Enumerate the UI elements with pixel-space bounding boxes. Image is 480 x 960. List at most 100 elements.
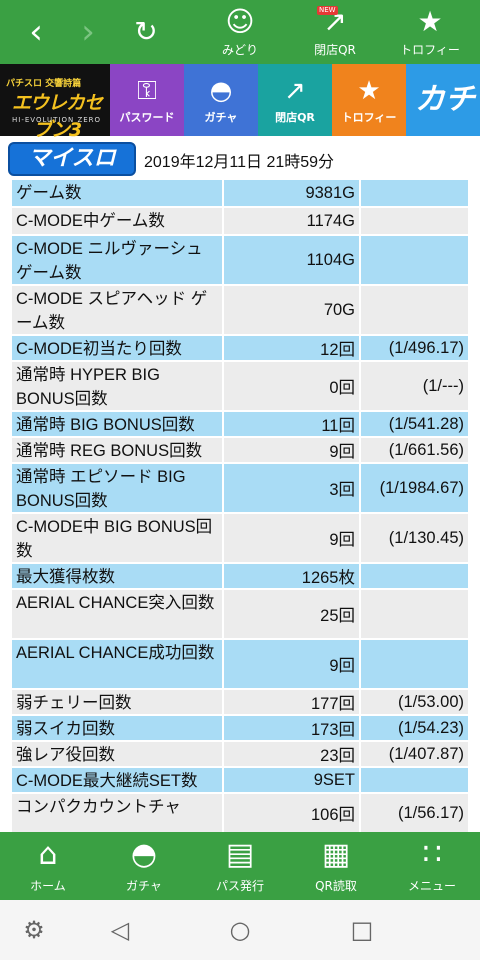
closing-qr-button[interactable]: NEW ↗ 閉店QR (295, 2, 375, 62)
logo-main-text: エウレカセブン3 (11, 92, 103, 141)
table-row: C-MODE中ゲーム数 1174G (12, 208, 468, 236)
chart-up-icon: ↗ (284, 76, 306, 106)
stat-value: 9回 (224, 640, 359, 688)
stat-name: 弱スイカ回数 (12, 716, 222, 740)
table-row: 通常時 REG BONUS回数 9回 (1/661.56) (12, 438, 468, 464)
stat-rate (361, 286, 468, 334)
stat-value: 70G (224, 286, 359, 334)
gacha-label: ガチャ (204, 111, 238, 124)
stat-value: 177回 (224, 690, 359, 714)
new-badge: NEW (317, 6, 338, 15)
stat-value: 106回 (224, 794, 359, 832)
table-row: C-MODE初当たり回数 12回 (1/496.17) (12, 336, 468, 362)
table-row: ゲーム数 9381G (12, 180, 468, 208)
table-row: 通常時 エピソード BIG BONUS回数 3回 (1/1984.67) (12, 464, 468, 514)
gacha-tile[interactable]: ◓ ガチャ (184, 64, 258, 136)
midori-button[interactable]: ☺ みどり (200, 2, 280, 62)
stat-rate (361, 180, 468, 206)
stat-value: 3回 (224, 464, 359, 512)
trophy-tile[interactable]: ★ トロフィー (332, 64, 406, 136)
stats-table[interactable]: ゲーム数 9381G C-MODE中ゲーム数 1174G C-MODE ニルヴァーシュ … (12, 180, 468, 832)
system-home-icon[interactable]: ○ (229, 916, 251, 944)
stat-name: 通常時 HYPER BIG BONUS回数 (12, 362, 222, 410)
stat-value: 9381G (224, 180, 359, 206)
system-recents-icon[interactable]: □ (350, 916, 374, 944)
stat-rate: (1/---) (361, 362, 468, 410)
stat-value: 173回 (224, 716, 359, 740)
table-row: 弱チェリー回数 177回 (1/53.00) (12, 690, 468, 716)
stat-rate (361, 590, 468, 638)
stat-name: 通常時 エピソード BIG BONUS回数 (12, 464, 222, 512)
stat-value: 23回 (224, 742, 359, 766)
table-row: C-MODE最大継続SET数 9SET (12, 768, 468, 794)
gacha-capsule-icon: ◓ (130, 837, 158, 872)
nav-menu[interactable]: ∷ メニュー (384, 832, 480, 900)
stat-value: 9SET (224, 768, 359, 792)
logo-top-text: パチスロ 交響詩篇 (6, 79, 82, 89)
gacha-capsule-icon: ◓ (209, 76, 233, 106)
stat-rate: (1/661.56) (361, 438, 468, 462)
stat-name: C-MODE中 BIG BONUS回数 (12, 514, 222, 562)
trophy-character-icon: ★ (417, 5, 443, 38)
table-row: 最大獲得枚数 1265枚 (12, 564, 468, 590)
stat-name: 弱チェリー回数 (12, 690, 222, 714)
stat-name: C-MODE最大継続SET数 (12, 768, 222, 792)
nav-home[interactable]: ⌂ ホーム (0, 832, 96, 900)
password-label: パスワード (119, 111, 175, 124)
stat-rate (361, 564, 468, 588)
stat-name: AERIAL CHANCE突入回数 (12, 590, 222, 638)
stat-rate: (1/56.17) (361, 794, 468, 832)
home-icon: ⌂ (38, 837, 58, 872)
game-logo-banner[interactable]: パチスロ 交響詩篇 エウレカセブン3 HI-EVOLUTION ZERO (0, 64, 110, 141)
system-back-icon[interactable]: ◁ (110, 916, 130, 944)
stat-rate: (1/130.45) (361, 514, 468, 562)
table-row: C-MODE中 BIG BONUS回数 9回 (1/130.45) (12, 514, 468, 564)
stat-name: ゲーム数 (12, 180, 222, 206)
data-timestamp: 2019年12月11日 21時59分 (144, 154, 335, 171)
kachinavi-logo: カチナビ (415, 82, 475, 177)
stat-rate (361, 208, 468, 234)
stat-value: 11回 (224, 412, 359, 436)
stat-rate (361, 768, 468, 792)
top-app-bar: ‹ › ↻ ☺ みどり NEW ↗ 閉店QR ★ トロフィー (0, 0, 480, 64)
trophy-button[interactable]: ★ トロフィー (390, 2, 470, 62)
forward-arrow-icon[interactable]: › (81, 12, 95, 52)
gamepad-icon[interactable]: ⚙ (23, 916, 45, 944)
table-row: コンパクカウントチャ 106回 (1/56.17) (12, 794, 468, 832)
table-row: 強レア役回数 23回 (1/407.87) (12, 742, 468, 768)
grid-menu-icon: ∷ (422, 837, 442, 872)
nav-gacha[interactable]: ◓ ガチャ (96, 832, 192, 900)
nav-pass-label: パス発行 (215, 879, 264, 893)
trophy-tile-label: トロフィー (341, 111, 397, 124)
stat-rate (361, 640, 468, 688)
stat-value: 25回 (224, 590, 359, 638)
feature-tiles: パチスロ 交響詩篇 エウレカセブン3 HI-EVOLUTION ZERO ⚿ パ… (0, 64, 480, 177)
stat-rate (361, 236, 468, 284)
closing-qr-tile[interactable]: ↗ 閉店QR (258, 64, 332, 136)
stat-name: 強レア役回数 (12, 742, 222, 766)
nav-qr[interactable]: ▦ QR読取 (288, 832, 384, 900)
stat-value: 1265枚 (224, 564, 359, 588)
kachinavi-tile[interactable]: カチナビ (406, 64, 480, 177)
stat-value: 1174G (224, 208, 359, 234)
stat-rate: (1/54.23) (361, 716, 468, 740)
nav-home-label: ホーム (30, 879, 66, 893)
table-row: AERIAL CHANCE成功回数 9回 (12, 640, 468, 690)
stat-rate: (1/407.87) (361, 742, 468, 766)
character-face-icon: ☺ (225, 5, 255, 38)
stat-value: 0回 (224, 362, 359, 410)
table-row: AERIAL CHANCE突入回数 25回 (12, 590, 468, 640)
back-arrow-icon[interactable]: ‹ (29, 12, 43, 52)
closing-qr-label: 閉店QR (314, 43, 356, 57)
stat-value: 9回 (224, 514, 359, 562)
nav-pass[interactable]: ▤ パス発行 (192, 832, 288, 900)
stat-rate: (1/53.00) (361, 690, 468, 714)
table-row: C-MODE スピアヘッド ゲーム数 70G (12, 286, 468, 336)
refresh-icon[interactable]: ↻ (134, 15, 158, 48)
stat-rate: (1/1984.67) (361, 464, 468, 512)
password-tile[interactable]: ⚿ パスワード (110, 64, 184, 136)
logo-sub-text: HI-EVOLUTION ZERO (12, 116, 102, 124)
push-ticket-icon: ▤ (225, 837, 255, 872)
stat-name: 通常時 BIG BONUS回数 (12, 412, 222, 436)
stat-name: C-MODE スピアヘッド ゲーム数 (12, 286, 222, 334)
